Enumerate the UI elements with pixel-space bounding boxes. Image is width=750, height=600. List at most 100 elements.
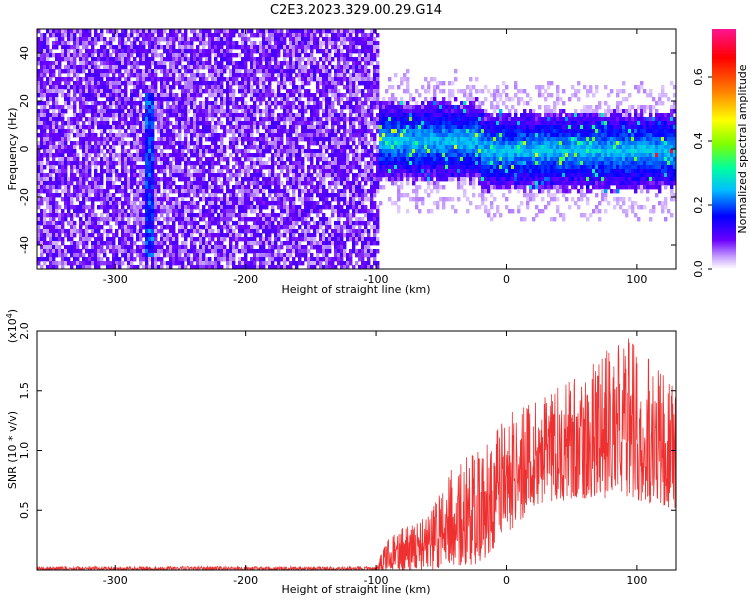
heatmap-cell [199, 77, 203, 82]
heatmap-cell [124, 53, 128, 58]
heatmap-cell [331, 137, 335, 142]
heatmap-cell [208, 61, 212, 66]
heatmap-cell [181, 145, 185, 150]
heatmap-cell [175, 237, 179, 242]
heatmap-cell [310, 205, 314, 210]
heatmap-cell [52, 217, 56, 222]
heatmap-cell [337, 33, 341, 38]
heatmap-cell [175, 133, 179, 138]
heatmap-cell [94, 37, 98, 42]
heatmap-cell [118, 129, 122, 134]
heatmap-cell [115, 113, 119, 118]
heatmap-cell [37, 37, 41, 42]
heatmap-cell [130, 117, 134, 122]
heatmap-cell [169, 29, 173, 34]
heatmap-cell [40, 157, 44, 162]
heatmap-cell [91, 41, 95, 46]
heatmap-cell [37, 161, 41, 166]
heatmap-cell [214, 193, 218, 198]
heatmap-cell [262, 77, 266, 82]
heatmap-cell [100, 261, 104, 266]
heatmap-cell [73, 101, 77, 106]
heatmap-cell [241, 109, 245, 114]
heatmap-cell [298, 209, 302, 214]
heatmap-cell [322, 181, 326, 186]
heatmap-cell [310, 261, 314, 266]
heatmap-cell [223, 49, 227, 54]
heatmap-cell [151, 217, 155, 222]
heatmap-cell [178, 221, 182, 226]
heatmap-cell [70, 57, 74, 62]
heatmap-cell [61, 221, 65, 226]
heatmap-cell [334, 157, 338, 162]
heatmap-cell [100, 213, 104, 218]
heatmap-cell [196, 49, 200, 54]
heatmap-cell [250, 193, 254, 198]
heatmap-cell [310, 121, 314, 126]
heatmap-cell [166, 81, 170, 86]
heatmap-cell [169, 181, 173, 186]
heatmap-cell [115, 89, 119, 94]
heatmap-cell [286, 189, 290, 194]
heatmap-cell [256, 197, 260, 202]
heatmap-cell [52, 229, 56, 234]
heatmap-cell [82, 177, 86, 182]
heatmap-cell [148, 61, 152, 66]
heatmap-cell [40, 61, 44, 66]
heatmap-cell [337, 169, 341, 174]
heatmap-cell [178, 173, 182, 178]
heatmap-cell [202, 181, 206, 186]
heatmap-cell [172, 141, 176, 146]
heatmap-cell [148, 129, 152, 134]
heatmap-cell [331, 81, 335, 86]
heatmap-cell [331, 189, 335, 194]
heatmap-cell [91, 241, 95, 246]
heatmap-cell [226, 113, 230, 118]
heatmap-cell [235, 249, 239, 254]
heatmap-cell [286, 205, 290, 210]
heatmap-cell [94, 149, 98, 154]
heatmap-cell [226, 49, 230, 54]
heatmap-cell [277, 157, 281, 162]
heatmap-cell [133, 257, 137, 262]
heatmap-cell [43, 85, 47, 90]
heatmap-cell [46, 189, 50, 194]
heatmap-cell [163, 169, 167, 174]
heatmap-cell [85, 161, 89, 166]
heatmap-cell [223, 109, 227, 114]
heatmap-cell [40, 85, 44, 90]
heatmap-cell [190, 153, 194, 158]
heatmap-cell [319, 169, 323, 174]
heatmap-cell [211, 233, 215, 238]
heatmap-cell [196, 137, 200, 142]
heatmap-cell [286, 129, 290, 134]
heatmap-cell [265, 49, 269, 54]
heatmap-cell [184, 185, 188, 190]
heatmap-cell [67, 85, 71, 90]
heatmap-cell [208, 109, 212, 114]
heatmap-cell [202, 61, 206, 66]
heatmap-cell [214, 185, 218, 190]
heatmap-cell [340, 137, 344, 142]
heatmap-cell [148, 181, 152, 186]
heatmap-cell [214, 45, 218, 50]
heatmap-cell [142, 121, 146, 126]
heatmap-cell [211, 145, 215, 150]
heatmap-cell [193, 153, 197, 158]
heatmap-cell [301, 237, 305, 242]
heatmap-cell [247, 57, 251, 62]
heatmap-cell [208, 185, 212, 190]
heatmap-cell [58, 145, 62, 150]
heatmap-cell [106, 97, 110, 102]
heatmap-cell [148, 165, 152, 170]
heatmap-cell [262, 229, 266, 234]
heatmap-cell [337, 121, 341, 126]
heatmap-cell [298, 149, 302, 154]
heatmap-cell [295, 141, 299, 146]
heatmap-cell [298, 253, 302, 258]
heatmap-cell [271, 109, 275, 114]
heatmap-cell [115, 81, 119, 86]
heatmap-cell [337, 237, 341, 242]
heatmap-cell [238, 125, 242, 130]
